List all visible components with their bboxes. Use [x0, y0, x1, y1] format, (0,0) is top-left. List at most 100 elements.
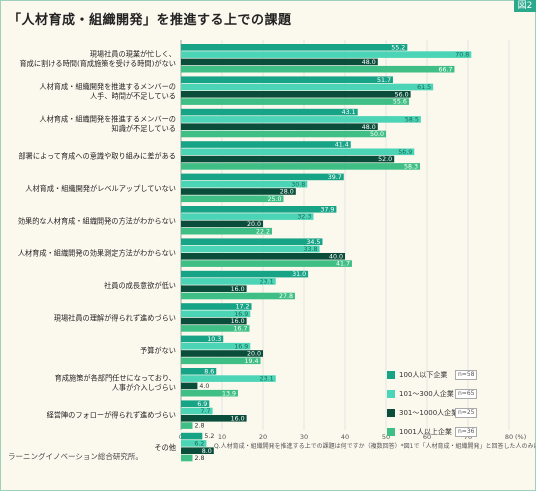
legend-item: 1001人以上企業 n=36: [387, 423, 478, 441]
bar: [181, 238, 323, 245]
category-label: 育成に割ける時間(育成施策を受ける時間)がない: [19, 59, 176, 68]
bar: [181, 310, 251, 318]
bar: [181, 342, 251, 350]
bar: [181, 422, 193, 429]
data-label: 41.4: [335, 142, 349, 149]
data-label: 58.5: [405, 117, 419, 124]
bar: [181, 350, 263, 357]
bar: [181, 325, 250, 332]
data-label: 16.0: [231, 286, 245, 293]
legend-label: 101〜300人企業: [399, 390, 454, 398]
bar: [181, 285, 247, 292]
data-label: 6.2: [194, 441, 204, 448]
figure-label: 図2: [514, 0, 536, 12]
data-label: 20.0: [247, 221, 261, 228]
bar: [181, 163, 421, 170]
bar: [181, 98, 409, 105]
bar: [181, 245, 320, 253]
data-label: 41.7: [336, 261, 350, 268]
x-tick-label: 20: [259, 433, 267, 441]
category-label: 人材育成・組織開発を推進するメンバーの: [39, 82, 176, 91]
data-label: 43.1: [342, 109, 356, 116]
bar: [181, 65, 455, 73]
data-label: 48.0: [362, 124, 376, 131]
bar: [181, 407, 213, 415]
x-tick-label: 40: [341, 433, 349, 441]
data-label: 40.0: [329, 253, 343, 260]
category-label: 人材育成・組織開発の効果測定方法がわからない: [18, 249, 176, 258]
bar: [181, 116, 421, 123]
legend-sample-size: n=65: [455, 389, 478, 399]
bar: [181, 227, 273, 235]
legend-label: 1001人以上企業: [399, 428, 452, 436]
legend-swatch: [387, 371, 395, 379]
x-tick-label: 30: [300, 433, 308, 441]
legend-swatch: [387, 390, 395, 398]
bar: [181, 141, 351, 148]
bar: [181, 76, 393, 83]
x-tick-label: 60: [423, 433, 431, 441]
data-label: 2.8: [194, 423, 204, 430]
data-label: 4.0: [199, 383, 209, 390]
category-label: 人材育成・組織開発を推進するメンバーの: [39, 114, 176, 123]
category-label: 現場社員の理解が得られず進めづらい: [54, 313, 176, 322]
legend-label: 301〜1000人企業: [399, 409, 459, 417]
bar: [181, 253, 345, 260]
bar: [181, 278, 276, 285]
bar: [181, 454, 193, 462]
data-label: 39.7: [328, 174, 342, 181]
bar: [181, 400, 210, 407]
data-label: 58.3: [404, 164, 418, 171]
x-tick-label: 10: [218, 433, 226, 441]
data-label: 7.7: [201, 408, 211, 415]
bar: [181, 389, 238, 397]
bar: [181, 44, 408, 51]
bar: [181, 51, 472, 58]
category-label: 人事が介入しづらい: [112, 383, 176, 392]
bar: [181, 213, 314, 220]
x-tick-label: 70: [464, 433, 472, 441]
bar: [181, 58, 378, 66]
bar: [181, 260, 352, 267]
bar: [181, 130, 386, 138]
category-label: 育成施策が各部門任せになっており、: [55, 374, 176, 383]
category-label: 人材育成・組織開発がレベルアップしていない: [25, 184, 176, 193]
data-label: 8.6: [204, 368, 214, 375]
bar: [181, 270, 309, 278]
bar: [181, 375, 276, 382]
legend-item: 100人以下企業 n=58: [387, 366, 478, 384]
bar: [181, 148, 415, 156]
data-label: 56.9: [398, 149, 412, 156]
category-label: 人手、時間が不足している: [90, 91, 176, 100]
bar: [181, 447, 214, 454]
data-label: 28.0: [280, 189, 294, 196]
data-label: 16.0: [231, 415, 245, 422]
bar: [181, 173, 344, 181]
data-label: 23.1: [260, 279, 274, 286]
bar: [181, 180, 308, 188]
category-label: 社員の成長意欲が低い: [104, 281, 176, 290]
bar: [181, 91, 411, 98]
category-label: 経営陣のフォローが得られず進めづらい: [47, 411, 176, 420]
x-unit-label: (%): [515, 433, 526, 441]
bar: [181, 357, 261, 365]
data-label: 61.5: [417, 84, 431, 91]
data-label: 70.8: [455, 52, 469, 59]
bar: [181, 220, 263, 228]
bar: [181, 206, 337, 213]
data-label: 5.2: [204, 433, 214, 440]
data-label: 16.9: [234, 311, 248, 318]
x-tick-label: 80: [505, 433, 513, 441]
bar: [181, 303, 252, 310]
bar: [181, 123, 378, 130]
data-label: 55.2: [391, 44, 405, 51]
bar: [181, 382, 198, 390]
bar: [181, 188, 296, 195]
source-credit: ラーニングイノベーション総合研究所。: [8, 452, 143, 461]
data-label: 51.7: [377, 77, 391, 84]
data-label: 22.2: [256, 228, 270, 235]
legend-item: 101〜300人企業 n=65: [387, 385, 478, 403]
data-label: 33.8: [304, 246, 318, 253]
legend: 100人以下企業 n=58 101〜300人企業 n=65 301〜1000人企業 n=2…: [387, 366, 478, 442]
